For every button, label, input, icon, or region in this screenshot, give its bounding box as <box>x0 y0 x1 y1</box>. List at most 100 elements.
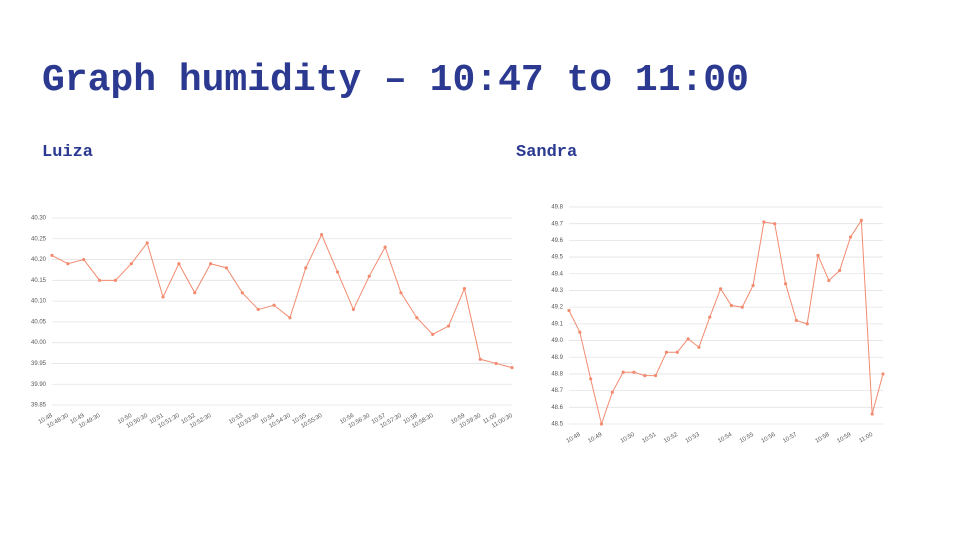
y-tick-label: 49.4 <box>551 271 563 277</box>
data-point <box>740 305 744 309</box>
y-tick-label: 49.2 <box>551 305 563 311</box>
data-point <box>859 218 863 222</box>
data-point <box>697 345 701 349</box>
chart-title: Sandra <box>516 143 577 162</box>
x-tick-label: 10:57 <box>782 432 799 445</box>
chart-title: Luiza <box>42 143 93 162</box>
y-tick-label: 49.3 <box>551 288 563 294</box>
data-point <box>621 370 625 374</box>
y-tick-label: 49.0 <box>551 338 563 344</box>
data-line <box>568 218 884 426</box>
x-tick-label: 10:58 <box>815 432 832 445</box>
y-tick-label: 48.5 <box>551 422 563 428</box>
data-point <box>446 324 451 328</box>
x-tick-label: 10:54 <box>717 432 734 445</box>
data-point <box>256 307 260 312</box>
data-point <box>686 337 690 341</box>
data-point <box>399 291 403 295</box>
x-tick-label: 10:50 <box>620 432 637 445</box>
data-point <box>848 235 853 239</box>
data-point <box>193 291 197 295</box>
data-point <box>773 222 777 226</box>
data-point <box>224 266 229 270</box>
data-point <box>816 253 820 258</box>
data-point <box>462 287 467 291</box>
x-tick-label: 10:49 <box>587 432 604 445</box>
x-tick-label: 10:56 <box>761 432 778 445</box>
data-point <box>320 233 324 237</box>
y-tick-label: 48.7 <box>551 388 563 394</box>
data-point <box>751 283 755 288</box>
y-tick-label: 48.8 <box>551 372 563 378</box>
data-point <box>654 373 658 378</box>
data-point <box>209 262 213 266</box>
data-point <box>415 316 419 320</box>
y-tick-label: 40.25 <box>31 236 47 242</box>
x-tick-label: 10:48 <box>566 432 583 445</box>
y-tick-label: 40.20 <box>31 257 47 263</box>
data-point <box>177 262 181 266</box>
data-point <box>478 357 482 361</box>
data-point <box>610 390 614 394</box>
data-point <box>794 318 798 323</box>
data-point <box>240 291 244 295</box>
data-point <box>66 262 70 266</box>
data-point <box>664 350 669 354</box>
data-point <box>783 282 788 286</box>
data-point <box>129 262 133 266</box>
data-point <box>838 268 842 273</box>
slide-title: Graph humidity – 10:47 to 11:00 <box>42 59 749 102</box>
data-point <box>113 278 118 282</box>
data-point <box>494 361 498 366</box>
x-tick-label: 10:55 <box>739 432 756 445</box>
y-tick-label: 49.1 <box>551 321 563 327</box>
data-point <box>145 241 149 245</box>
y-tick-label: 48.9 <box>551 355 563 361</box>
data-point <box>675 350 679 354</box>
data-point <box>335 270 340 274</box>
data-point <box>161 295 165 299</box>
data-point <box>82 257 86 262</box>
data-point <box>567 308 571 313</box>
data-point <box>881 372 885 376</box>
data-point <box>718 287 723 291</box>
y-tick-label: 49.7 <box>551 221 563 227</box>
data-point <box>431 332 435 336</box>
data-point <box>827 278 831 283</box>
y-tick-label: 40.10 <box>31 299 47 305</box>
data-point <box>805 322 809 326</box>
y-tick-label: 40.15 <box>31 278 47 284</box>
y-tick-label: 39.85 <box>31 403 47 409</box>
y-tick-label: 49.6 <box>551 238 563 244</box>
y-tick-label: 39.95 <box>31 361 47 367</box>
data-point <box>367 274 371 278</box>
data-point <box>97 278 102 282</box>
x-tick-label: 10:59 <box>836 432 853 445</box>
data-point <box>870 412 874 416</box>
data-point <box>762 220 766 224</box>
y-tick-label: 40.00 <box>31 340 47 346</box>
data-point <box>351 307 355 312</box>
data-point <box>632 370 636 374</box>
x-tick-label: 10:51 <box>641 432 658 445</box>
data-point <box>383 245 387 249</box>
data-point <box>50 253 54 257</box>
data-point <box>304 266 308 270</box>
data-point <box>729 303 734 308</box>
data-point <box>589 377 593 381</box>
data-point <box>708 315 712 319</box>
y-tick-label: 49.5 <box>551 255 563 261</box>
y-tick-label: 49.8 <box>551 205 563 211</box>
data-point <box>599 422 604 426</box>
data-point <box>272 303 276 307</box>
data-line <box>51 233 513 369</box>
y-tick-label: 48.6 <box>551 405 563 411</box>
x-tick-label: 10:52 <box>663 432 680 445</box>
x-tick-label: 11:00 <box>858 432 874 445</box>
data-point <box>510 366 514 370</box>
y-tick-label: 39.90 <box>31 382 47 388</box>
data-point <box>643 373 647 378</box>
y-tick-label: 40.05 <box>31 319 47 325</box>
data-point <box>288 316 292 320</box>
